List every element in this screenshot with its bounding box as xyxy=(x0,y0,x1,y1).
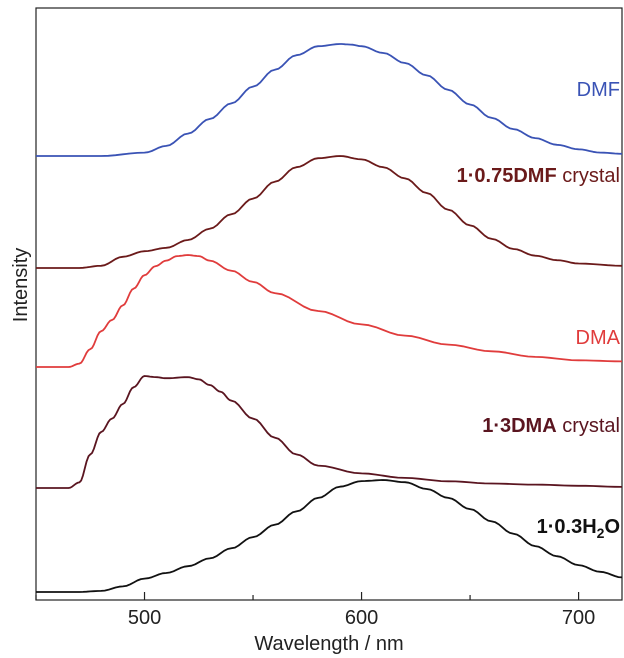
series-label-3-part-1: crystal xyxy=(557,415,620,437)
series-label-1: 1·0.75DMF crystal xyxy=(457,165,620,187)
curve-layer xyxy=(36,43,623,593)
series-line-0 xyxy=(36,43,623,157)
series-label-4-part-1: 2 xyxy=(597,525,605,541)
series-line-4 xyxy=(36,479,623,593)
series-label-4-part-2: O xyxy=(604,516,620,538)
series-label-0: DMF xyxy=(577,79,620,101)
x-tick-label-500: 500 xyxy=(128,607,161,629)
series-label-3: 1·3DMA crystal xyxy=(482,415,620,437)
series-line-2 xyxy=(36,254,623,368)
y-axis-label: Intensity xyxy=(10,248,32,322)
series-label-1-part-0: 1·0.75DMF xyxy=(457,165,557,187)
x-tick-label-600: 600 xyxy=(345,607,378,629)
series-label-4-part-0: 1·0.3H xyxy=(537,516,597,538)
series-label-2: DMA xyxy=(576,327,621,349)
x-axis-ticks: 500 600 700 xyxy=(35,592,595,629)
series-line-3 xyxy=(36,375,623,489)
series-label-0-part-0: DMF xyxy=(577,79,620,101)
x-tick-label-700: 700 xyxy=(562,607,595,629)
series-label-3-part-0: 1·3DMA xyxy=(482,415,556,437)
x-axis-label: Wavelength / nm xyxy=(254,633,403,655)
plot-frame xyxy=(35,7,623,601)
series-label-1-part-1: crystal xyxy=(557,165,620,187)
series-line-1 xyxy=(36,155,623,269)
series-label-2-part-0: DMA xyxy=(576,327,621,349)
series-label-4: 1·0.3H2O xyxy=(537,516,620,541)
